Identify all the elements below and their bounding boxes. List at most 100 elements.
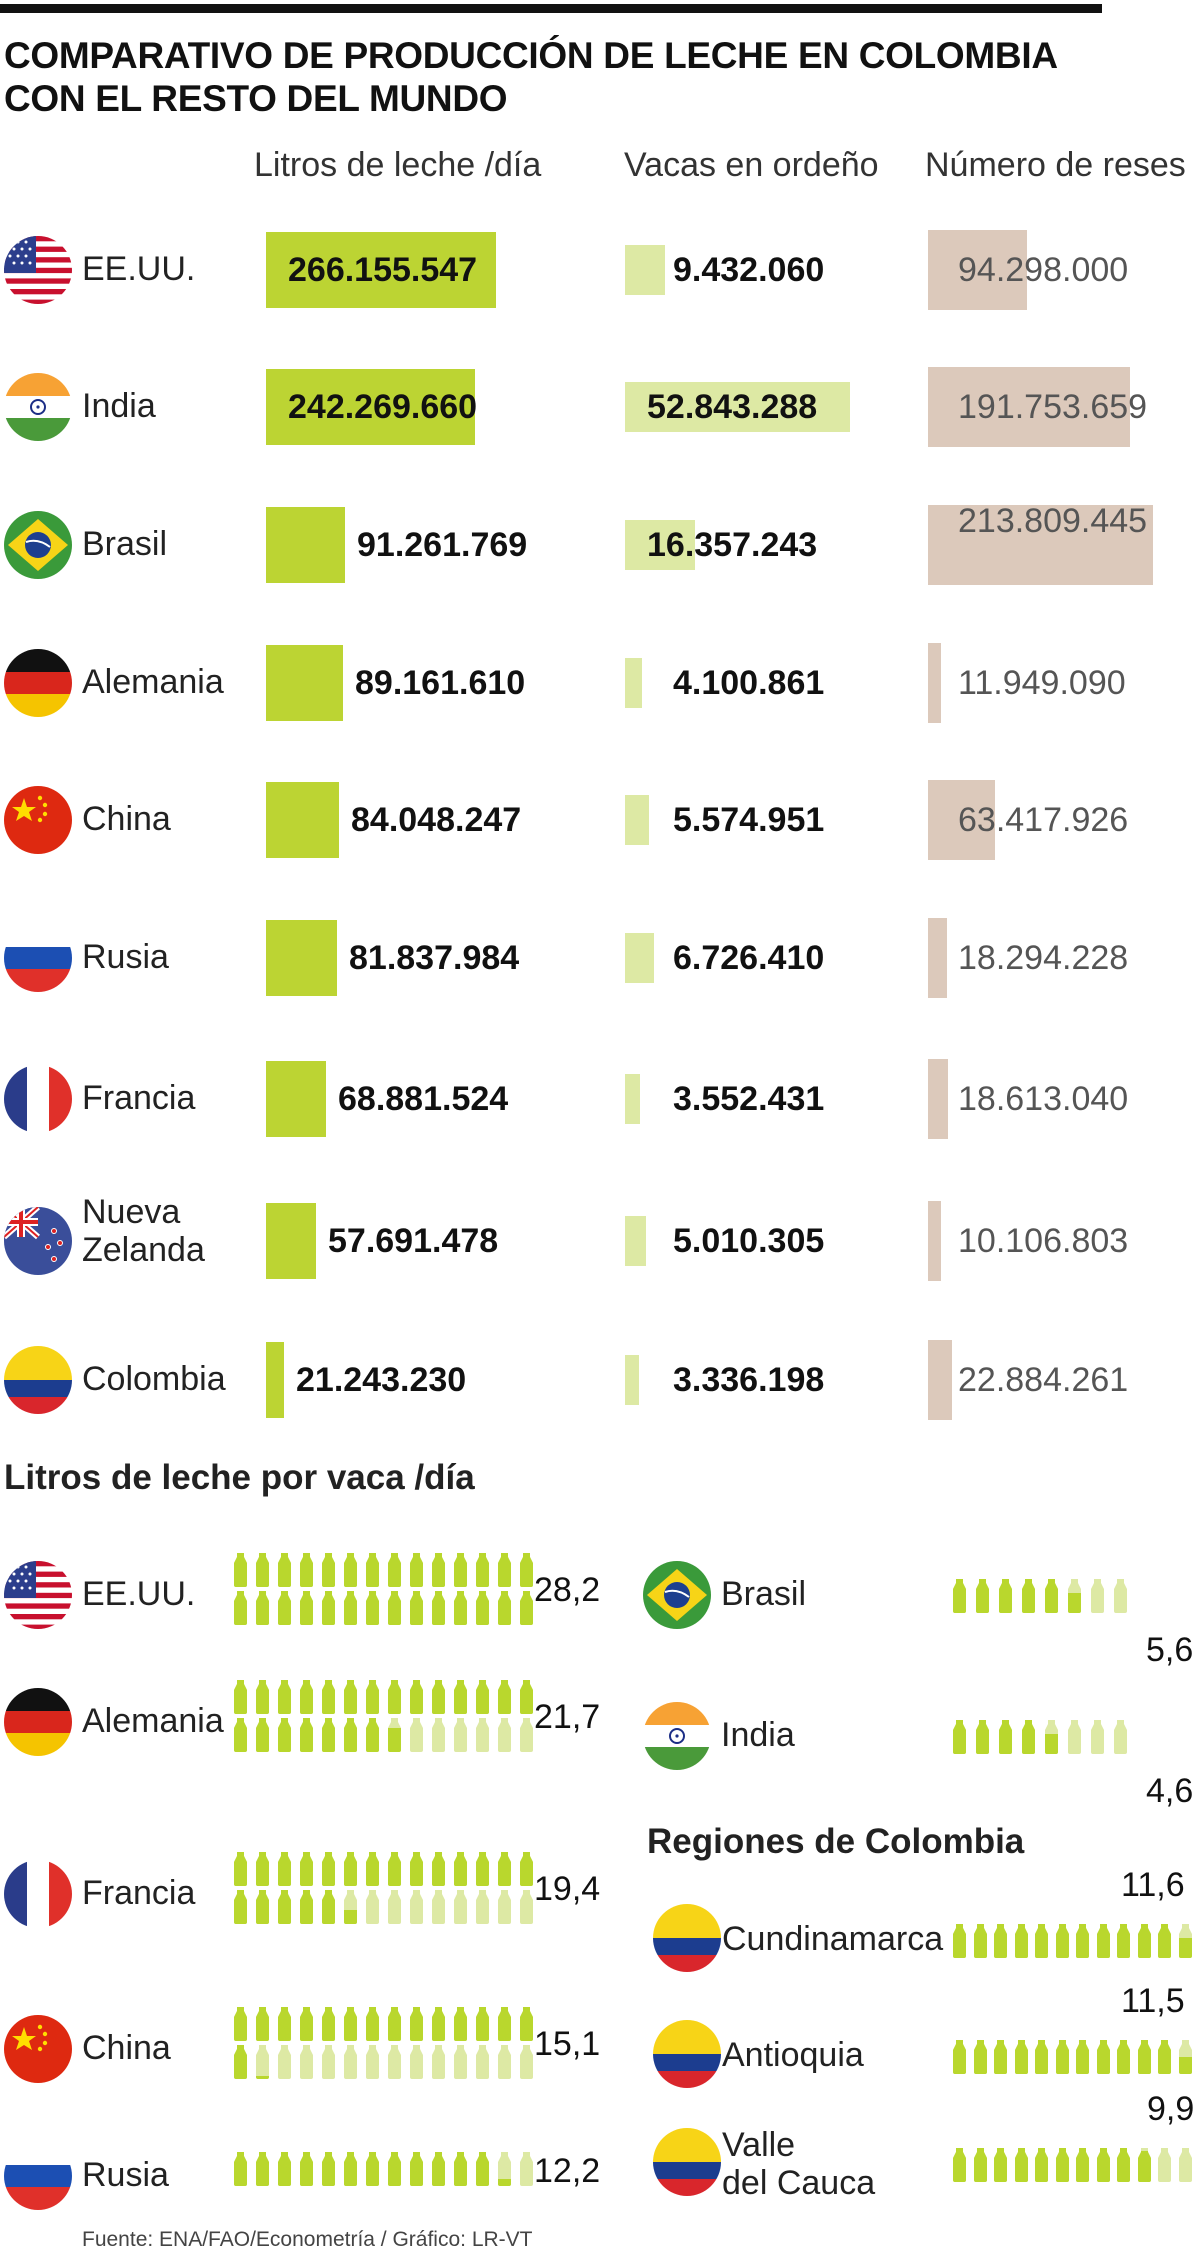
country-name: Colombia	[82, 1360, 226, 1398]
value-region: 11,5	[1121, 1982, 1185, 2020]
country-name: China	[82, 800, 171, 838]
bottle-icon	[498, 2045, 511, 2079]
country-name: India	[82, 387, 156, 425]
value-per-cow: 28,2	[534, 1571, 601, 1609]
flag-in-icon	[643, 1702, 711, 1770]
bottle-icon	[256, 1852, 269, 1886]
bottle-icon	[498, 2007, 511, 2041]
bottle-icon	[366, 2152, 379, 2186]
bottle-icon	[498, 1553, 511, 1587]
flag-br-icon	[4, 511, 72, 579]
country-name: India	[721, 1716, 795, 1754]
bar-litros	[266, 920, 337, 996]
bottle-icon	[1045, 1720, 1058, 1754]
bottle-icon	[234, 1680, 247, 1714]
bottle-icon	[520, 1591, 533, 1625]
bar-litros	[266, 1203, 316, 1279]
bar-litros	[266, 232, 496, 308]
bottle-icon	[1076, 1924, 1089, 1958]
bottle-icon	[300, 1591, 313, 1625]
bottle-icon	[476, 1890, 489, 1924]
region-name: Antioquia	[722, 2036, 864, 2074]
bottle-icon	[234, 2045, 247, 2079]
bottle-icon	[1178, 2040, 1192, 2074]
bottle-icon	[476, 1680, 489, 1714]
bottle-icon	[454, 1591, 467, 1625]
bottle-icon	[1035, 1924, 1048, 1958]
bottle-icon	[454, 2007, 467, 2041]
bottle-icon	[344, 1591, 357, 1625]
flag-co-icon	[653, 2128, 721, 2196]
flag-fr-icon	[4, 1860, 72, 1928]
bottle-icon	[234, 2152, 247, 2186]
bottle-icon	[498, 1718, 511, 1752]
value-litros: 91.261.769	[357, 526, 528, 564]
bottle-icon	[300, 2045, 313, 2079]
value-reses: 18.613.040	[958, 1080, 1129, 1118]
value-reses: 18.294.228	[958, 939, 1129, 977]
bottle-icon	[1055, 2040, 1069, 2074]
bar-reses	[928, 1340, 952, 1420]
bottle-icon	[498, 1591, 511, 1625]
bar-litros	[266, 507, 345, 583]
bottle-icon	[476, 1553, 489, 1587]
bottle-icon	[994, 2040, 1007, 2074]
bottle-icon	[388, 1591, 401, 1625]
value-region: 11,6	[1121, 1866, 1185, 1904]
bottle-icon	[498, 1852, 511, 1886]
bottle-icon	[520, 2045, 533, 2079]
bottle-row	[951, 1924, 1194, 1958]
bottle-icon	[278, 2152, 291, 2186]
value-vacas: 9.432.060	[673, 251, 825, 289]
bottle-row	[951, 2040, 1194, 2074]
bottle-icon	[388, 1553, 401, 1587]
bottle-icon	[520, 1890, 533, 1924]
bottle-icon	[388, 1890, 401, 1924]
value-litros: 57.691.478	[328, 1222, 499, 1260]
bottle-icon	[1076, 2148, 1089, 2182]
bottle-icon	[476, 2007, 489, 2041]
bottle-icon	[322, 1591, 335, 1625]
bottle-row	[232, 2007, 535, 2041]
bottle-icon	[953, 1579, 966, 1613]
bar-vacas	[625, 1074, 640, 1124]
bottle-icon	[278, 1890, 291, 1924]
bottle-icon	[520, 2007, 533, 2041]
value-reses: 10.106.803	[958, 1222, 1129, 1260]
value-vacas: 52.843.288	[647, 388, 818, 426]
region-name: Valle del Cauca	[722, 2126, 875, 2202]
bar-vacas	[625, 1216, 646, 1266]
value-per-cow: 12,2	[534, 2152, 601, 2190]
country-name: Rusia	[82, 2156, 169, 2194]
bar-vacas	[625, 520, 695, 570]
bottle-icon	[278, 1718, 291, 1752]
bottle-icon	[1178, 1924, 1192, 1958]
value-region: 9,9	[1147, 2090, 1195, 2128]
bottle-icon	[388, 2007, 401, 2041]
bottle-icon	[410, 1591, 423, 1625]
bottle-icon	[432, 1852, 445, 1886]
bottle-icon	[278, 1680, 291, 1714]
section-title-regions: Regiones de Colombia	[647, 1822, 1025, 1861]
bottle-icon	[322, 2007, 335, 2041]
bottle-icon	[344, 1852, 357, 1886]
bottle-icon	[1014, 2148, 1028, 2182]
bottle-icon	[322, 1718, 335, 1752]
bottle-icon	[1068, 1720, 1081, 1754]
bottle-icon	[366, 1553, 379, 1587]
bottle-icon	[476, 1852, 489, 1886]
bottle-icon	[278, 1852, 291, 1886]
bottle-icon	[344, 1718, 357, 1752]
bottle-icon	[388, 2152, 401, 2186]
bottle-icon	[498, 2152, 511, 2186]
value-vacas: 3.552.431	[673, 1080, 825, 1118]
bottle-icon	[278, 1591, 291, 1625]
bottle-icon	[999, 1720, 1012, 1754]
bottle-icon	[388, 1680, 401, 1714]
value-litros: 266.155.547	[288, 251, 478, 289]
bottle-icon	[1137, 1924, 1151, 1958]
flag-ru-icon	[4, 2142, 72, 2210]
bottle-row	[232, 1890, 535, 1924]
bottle-icon	[976, 1579, 989, 1613]
bar-vacas	[625, 245, 665, 295]
